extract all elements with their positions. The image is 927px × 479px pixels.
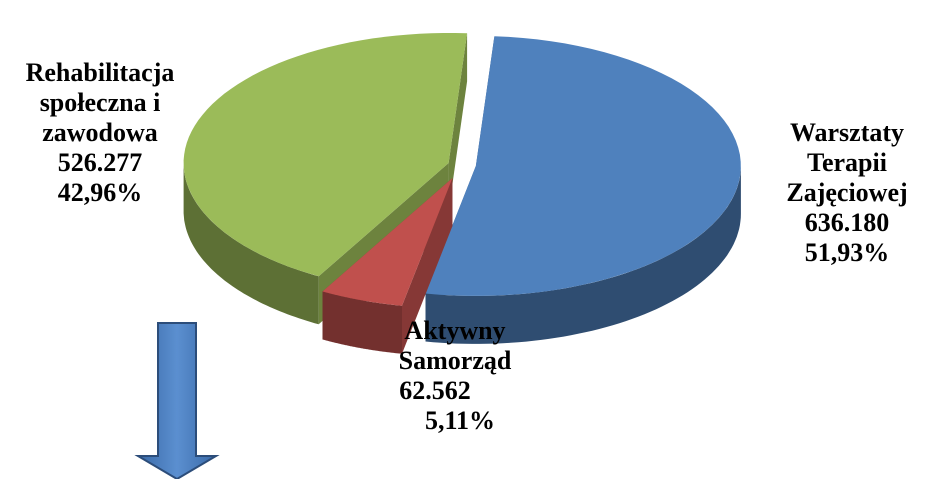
slice-wall <box>425 165 741 344</box>
slice <box>425 36 741 296</box>
arrow <box>134 322 220 479</box>
slice <box>322 178 453 306</box>
slice-name: Aktywny Samorząd <box>398 316 512 375</box>
slice-wall <box>183 163 319 325</box>
slice <box>183 33 468 277</box>
slice-value: 62.562 <box>399 376 471 405</box>
label-0: Warsztaty Terapii Zajęciowej 636.180 51,… <box>762 118 927 268</box>
slice-side <box>448 33 468 211</box>
slice-value: 636.180 <box>804 208 890 237</box>
pie <box>183 33 741 354</box>
slice-wall <box>322 291 402 354</box>
slice-percent: 5,11% <box>424 406 496 435</box>
slice-name: Warsztaty Terapii Zajęciowej <box>786 118 908 207</box>
slice-percent: 51,93% <box>804 238 890 267</box>
label-1: Aktywny Samorząd 62.562 5,11% <box>370 316 540 436</box>
slice-percent: 42,96% <box>57 178 143 207</box>
label-2: Rehabilitacja społeczna i zawodowa 526.2… <box>5 58 195 208</box>
slice-value: 526.277 <box>57 148 143 177</box>
slice-name: Rehabilitacja społeczna i zawodowa <box>25 58 175 147</box>
